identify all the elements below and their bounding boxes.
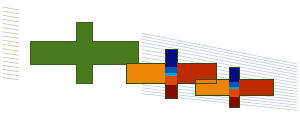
- Polygon shape: [165, 86, 177, 98]
- Polygon shape: [177, 64, 216, 83]
- Polygon shape: [229, 83, 239, 87]
- Polygon shape: [126, 49, 216, 98]
- Polygon shape: [195, 79, 229, 95]
- Polygon shape: [165, 49, 177, 68]
- Polygon shape: [195, 68, 273, 107]
- Polygon shape: [229, 97, 239, 107]
- Polygon shape: [229, 87, 239, 89]
- Polygon shape: [229, 68, 239, 83]
- Polygon shape: [165, 76, 177, 86]
- Polygon shape: [229, 89, 239, 97]
- Polygon shape: [126, 49, 216, 98]
- Polygon shape: [30, 23, 138, 83]
- Polygon shape: [126, 64, 165, 83]
- Polygon shape: [195, 68, 273, 107]
- Polygon shape: [239, 79, 273, 95]
- Polygon shape: [165, 68, 177, 74]
- Polygon shape: [165, 74, 177, 76]
